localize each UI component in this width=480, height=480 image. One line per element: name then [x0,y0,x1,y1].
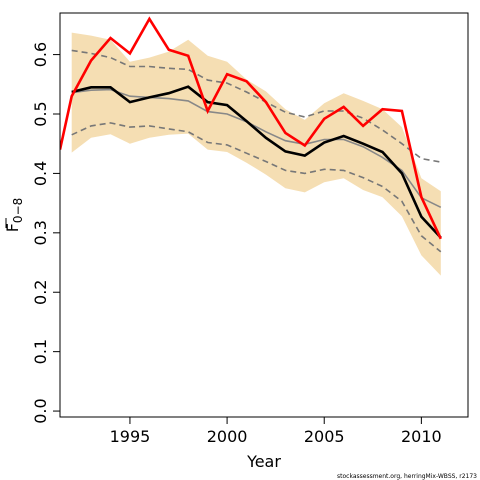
series-line-median [71,88,442,209]
plot-area [60,16,442,276]
x-tick-label-2005: 2005 [304,427,345,446]
y-tick-label-3: 0.3 [31,220,50,245]
x-tick-label-2010: 2010 [401,427,442,446]
y-tick-label-5: 0.5 [31,101,50,126]
axes: 1995 2000 2005 2010 0.0 0.1 0.2 0.3 0.4 0.5 0.6 [31,42,442,446]
y-axis-title: F0−8 [3,198,25,233]
y-tick-label-6: 0.6 [31,42,50,67]
footer-credit: stockassessment.org, herringMix-WBSS, r2… [337,473,477,480]
y-tick-label-0: 0.0 [31,398,50,423]
plot-frame [59,12,469,418]
series-line-dashed-upper [71,49,441,163]
y-tick-label-4: 0.4 [31,161,50,186]
x-tick-label-1995: 1995 [110,427,151,446]
series-line-comparison [60,16,442,240]
y-axis-title-main: F [3,223,22,232]
x-tick-label-2000: 2000 [207,427,248,446]
y-axis-title-subscript: 0−8 [11,198,25,223]
series-line-estimate [71,85,442,239]
svg-text:F0−8: F0−8 [3,198,25,233]
x-axis-title: Year [246,452,281,471]
series-group [60,16,442,276]
y-tick-label-1: 0.1 [31,339,50,364]
series-line-dashed-lower [71,122,442,253]
y-tick-label-2: 0.2 [31,280,50,305]
